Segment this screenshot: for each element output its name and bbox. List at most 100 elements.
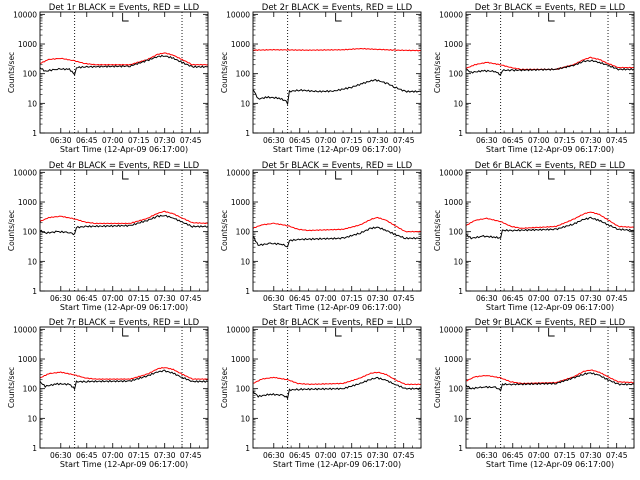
x-tick-label: 07:30 [580, 136, 602, 145]
x-tick-label: 07:45 [393, 294, 415, 303]
chart-panel-3: Det 3r BLACK = Events, RED = LLD 1 10 100 10… [433, 3, 635, 154]
plot-frame [252, 326, 422, 449]
chart-title: Det 6r BLACK = Events, RED = LLD [475, 161, 626, 171]
x-tick-label: 07:15 [554, 294, 576, 303]
plot-frame [465, 11, 635, 134]
x-axis-label: Start Time (12-Apr-09 06:17:00) [486, 303, 614, 312]
events-series-line [465, 59, 635, 76]
x-axis-label: Start Time (12-Apr-09 06:17:00) [486, 460, 614, 469]
x-tick-label: 07:45 [606, 136, 628, 145]
y-tick-label: 1000 [231, 355, 250, 364]
chart-title: Det 3r BLACK = Events, RED = LLD [475, 3, 626, 13]
x-tick-label: 07:45 [606, 451, 628, 460]
y-tick-label: 1 [458, 444, 463, 453]
bracket-marker [335, 13, 342, 22]
y-tick-label: 1 [245, 129, 250, 138]
bracket-marker [548, 171, 555, 180]
y-tick-label: 100 [449, 385, 464, 394]
chart-title: Det 7r BLACK = Events, RED = LLD [49, 318, 200, 328]
x-tick-label: 07:15 [128, 451, 150, 460]
x-tick-label: 07:30 [154, 451, 176, 460]
y-tick-label: 10 [27, 99, 37, 108]
y-tick-label: 10 [240, 257, 250, 266]
x-tick-label: 07:15 [341, 136, 363, 145]
y-tick-label: 100 [236, 228, 251, 237]
chart-panel-6: Det 6r BLACK = Events, RED = LLD 1 10 100 10… [433, 161, 635, 312]
chart-panel-9: Det 9r BLACK = Events, RED = LLD 1 10 100 10… [433, 318, 635, 469]
x-tick-label: 07:30 [154, 136, 176, 145]
x-tick-label: 07:30 [367, 451, 389, 460]
bracket-marker [122, 328, 129, 337]
y-tick-label: 100 [449, 228, 464, 237]
plot-frame [252, 169, 422, 292]
events-series-line [252, 226, 422, 248]
chart-panel-1: Det 1r BLACK = Events, RED = LLD 1 10 100 10… [7, 3, 209, 154]
x-axis-label: Start Time (12-Apr-09 06:17:00) [60, 303, 188, 312]
x-tick-label: 07:00 [315, 136, 337, 145]
lld-series-line [465, 56, 635, 71]
events-series-line [39, 214, 209, 236]
y-tick-label: 10 [453, 99, 463, 108]
y-tick-label: 1000 [444, 355, 463, 364]
lld-series-line [466, 369, 635, 385]
x-tick-label: 07:00 [528, 294, 550, 303]
y-tick-label: 1000 [18, 198, 37, 207]
y-tick-label: 1000 [444, 198, 463, 207]
x-tick-label: 06:30 [476, 294, 498, 303]
plot-frame [39, 11, 209, 134]
plot-frame [465, 169, 635, 292]
y-tick-label: 1000 [18, 355, 37, 364]
x-tick-label: 06:45 [76, 294, 98, 303]
bracket-marker [548, 13, 555, 22]
bracket-marker [335, 171, 342, 180]
y-axis-label: Counts/sec [220, 210, 229, 251]
y-tick-label: 10 [27, 414, 37, 423]
y-tick-label: 100 [236, 385, 251, 394]
y-tick-label: 1000 [18, 40, 37, 49]
y-tick-label: 10 [240, 414, 250, 423]
y-tick-label: 1 [458, 129, 463, 138]
x-tick-label: 06:45 [76, 136, 98, 145]
x-tick-label: 06:30 [263, 451, 285, 460]
y-tick-label: 10000 [439, 10, 463, 19]
chart-panel-5: Det 5r BLACK = Events, RED = LLD 1 10 100 10… [220, 161, 422, 312]
y-tick-label: 1 [32, 129, 37, 138]
y-tick-label: 10000 [13, 168, 37, 177]
y-tick-label: 1 [32, 287, 37, 296]
y-tick-label: 10000 [13, 10, 37, 19]
x-tick-label: 06:45 [502, 294, 524, 303]
y-axis-label: Counts/sec [7, 210, 16, 251]
x-tick-label: 07:30 [580, 294, 602, 303]
x-axis-label: Start Time (12-Apr-09 06:17:00) [60, 145, 188, 154]
chart-title: Det 5r BLACK = Events, RED = LLD [262, 161, 413, 171]
y-tick-label: 100 [449, 70, 464, 79]
lld-series-line [252, 216, 422, 233]
y-tick-label: 100 [23, 228, 38, 237]
y-tick-label: 10 [27, 257, 37, 266]
y-tick-label: 10 [240, 99, 250, 108]
x-tick-label: 06:30 [50, 136, 72, 145]
x-tick-label: 07:45 [606, 294, 628, 303]
x-tick-label: 06:45 [502, 451, 524, 460]
x-axis-label: Start Time (12-Apr-09 06:17:00) [60, 460, 188, 469]
x-tick-label: 06:30 [50, 451, 72, 460]
lld-series-line [39, 367, 208, 381]
y-axis-label: Counts/sec [7, 52, 16, 93]
x-tick-label: 07:30 [154, 294, 176, 303]
y-tick-label: 10000 [439, 168, 463, 177]
bracket-marker [122, 13, 129, 22]
y-tick-label: 1000 [444, 40, 463, 49]
y-axis-label: Counts/sec [433, 210, 442, 251]
x-tick-label: 07:45 [180, 451, 202, 460]
bracket-marker [122, 171, 129, 180]
x-tick-label: 06:30 [263, 294, 285, 303]
chart-title: Det 4r BLACK = Events, RED = LLD [49, 161, 200, 171]
y-tick-label: 1 [245, 287, 250, 296]
x-tick-label: 07:30 [367, 294, 389, 303]
x-tick-label: 06:30 [50, 294, 72, 303]
x-axis-label: Start Time (12-Apr-09 06:17:00) [273, 460, 401, 469]
events-series-line [39, 54, 209, 76]
events-series-line [465, 372, 635, 392]
x-tick-label: 07:30 [367, 136, 389, 145]
lld-series-line [465, 211, 635, 229]
